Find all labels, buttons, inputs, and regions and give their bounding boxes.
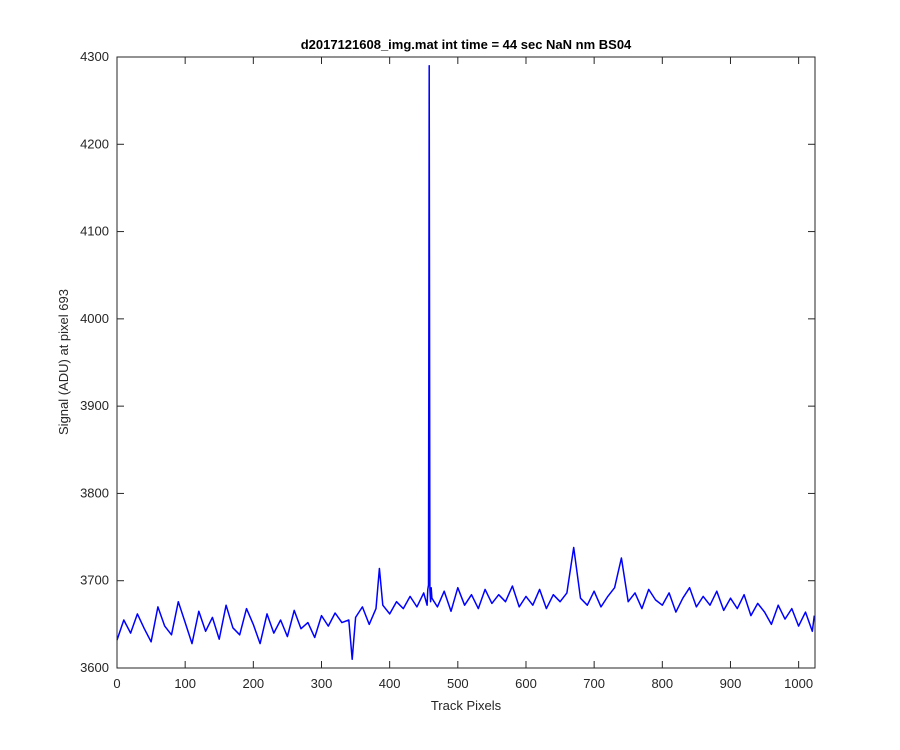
- y-tick-label: 4300: [80, 49, 109, 64]
- ticks-layer: 0 100 200 300 400 500 600 700 800 900 1000 3600 3700…: [80, 49, 815, 691]
- y-tick-label: 4200: [80, 136, 109, 151]
- x-tick-label: 300: [311, 676, 333, 691]
- x-tick-label: 200: [242, 676, 264, 691]
- y-axis-label: Signal (ADU) at pixel 693: [56, 289, 71, 435]
- axes-box: [116, 56, 816, 669]
- chart-title: d2017121608_img.mat int time = 44 sec Na…: [301, 37, 632, 52]
- y-tick-label: 3800: [80, 485, 109, 500]
- series-line: [116, 64, 816, 661]
- x-tick-label: 500: [447, 676, 469, 691]
- x-axis-label: Track Pixels: [431, 698, 502, 713]
- plot-area: [117, 57, 815, 668]
- y-tick-label: 3600: [80, 660, 109, 675]
- y-tick-label: 3900: [80, 398, 109, 413]
- x-tick-label: 400: [379, 676, 401, 691]
- y-tick-label: 4100: [80, 224, 109, 239]
- x-tick-label: 600: [515, 676, 537, 691]
- x-tick-label: 0: [113, 676, 120, 691]
- x-tick-label: 900: [720, 676, 742, 691]
- y-tick-label: 4000: [80, 311, 109, 326]
- y-tick-label: 3700: [80, 573, 109, 588]
- x-tick-label: 800: [651, 676, 673, 691]
- x-tick-label: 700: [583, 676, 605, 691]
- x-tick-label: 100: [174, 676, 196, 691]
- x-tick-label: 1000: [784, 676, 813, 691]
- data-layer: [116, 64, 816, 661]
